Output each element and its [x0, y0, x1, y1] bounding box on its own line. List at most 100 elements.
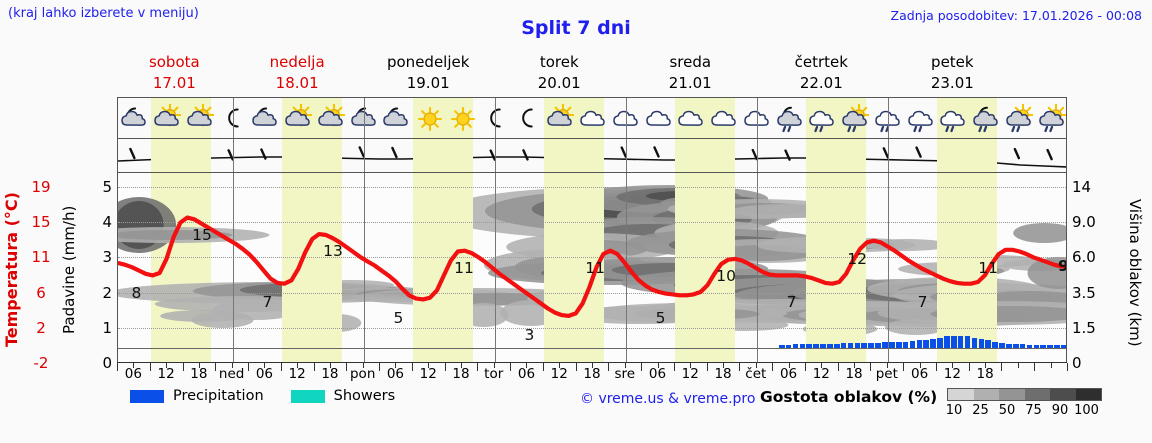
axis-tick-label: 5 — [102, 178, 112, 197]
x-axis-label: 06 — [910, 366, 929, 382]
daylight-band — [543, 139, 604, 172]
day-header-ponedeljek: ponedeljek 19.01 — [363, 52, 494, 94]
gridline — [118, 187, 1066, 189]
precipitation-swatch — [130, 389, 164, 403]
precipitation-bar — [1054, 344, 1060, 349]
precipitation-bar — [854, 342, 861, 349]
day-header-sreda: sreda 21.01 — [625, 52, 756, 94]
showers-legend-label: Showers — [333, 388, 396, 404]
weather-icon-cloud — [579, 104, 607, 133]
x-axis-tick — [117, 363, 118, 371]
weather-icon-cloud — [645, 104, 673, 133]
axis-tick-label: 3 — [102, 248, 112, 267]
weather-icon-sun-cloud — [284, 104, 313, 133]
daylight-band — [281, 139, 342, 172]
weather-icon-cloud — [612, 104, 640, 133]
precipitation-bar — [909, 341, 916, 349]
x-axis-label: čet — [745, 366, 767, 382]
day-name: sobota — [148, 53, 200, 71]
weather-icon-moon-cloud — [350, 104, 378, 133]
x-axis-tick — [379, 363, 381, 371]
temperature-point-label: 7 — [917, 292, 928, 311]
x-axis-tick — [1067, 363, 1068, 371]
x-axis-label: 06 — [779, 366, 798, 382]
weather-icon-sun — [415, 104, 443, 133]
temperature-point-label: 11 — [978, 258, 999, 277]
precipitation-bar — [964, 336, 971, 349]
gridline — [118, 292, 1066, 295]
axis-tick-label: 2 — [102, 283, 112, 302]
day-separator — [494, 139, 496, 172]
x-axis-tick — [411, 363, 413, 371]
x-axis-tick — [952, 363, 954, 368]
gridline — [118, 222, 1066, 224]
temperature-point-label: 9 — [1058, 257, 1066, 276]
day-header-torek: torek 20.01 — [494, 52, 625, 94]
x-axis-tick — [198, 363, 200, 368]
axis-tick-label: 0 — [1072, 354, 1082, 372]
x-axis-tick — [428, 363, 430, 368]
forecast-plot[interactable]: 8 15 7 13 5 11 3 11 5 10 7 12 7 11 9 — [117, 97, 1067, 363]
x-axis-tick — [592, 363, 593, 368]
axis-tick-label: 1 — [102, 318, 112, 337]
x-axis-tick — [329, 363, 331, 368]
daylight-band — [936, 139, 997, 172]
x-axis-tick — [559, 363, 561, 368]
precipitation-bar — [999, 342, 1005, 349]
x-axis-tick — [297, 363, 299, 368]
x-axis-tick — [460, 363, 462, 368]
x-axis-label: sre — [614, 366, 636, 382]
x-axis-tick — [985, 363, 987, 368]
precipitation-bar — [985, 340, 992, 349]
day-name: četrtek — [794, 53, 848, 71]
cloud-density-tick-label: 90 — [1051, 403, 1069, 418]
temperature-point-label: 15 — [192, 225, 212, 244]
x-axis-tick — [804, 363, 806, 371]
x-axis-label: 12 — [550, 366, 568, 382]
precipitation-bar — [957, 335, 964, 349]
x-axis-tick — [821, 363, 823, 368]
cloud-density-tick-label: 75 — [1025, 403, 1042, 418]
precipitation-bar — [868, 342, 874, 349]
x-axis-label: 06 — [255, 366, 273, 382]
precipitation-bar — [778, 344, 785, 349]
x-axis-label: 12 — [812, 366, 830, 382]
weather-icon-moon-cloud-rain — [776, 104, 804, 133]
x-axis-label: 06 — [124, 366, 142, 382]
x-axis-tick — [248, 363, 250, 371]
temperature-point-label: 12 — [847, 250, 868, 269]
x-axis-tick — [166, 363, 168, 368]
day-separator — [756, 139, 758, 172]
day-header-nedelja: nedelja 18.01 — [232, 52, 363, 94]
x-axis-tick — [903, 363, 905, 371]
x-axis-label: tor — [484, 366, 504, 382]
x-axis-tick — [280, 363, 282, 371]
x-axis-label: 18 — [976, 366, 994, 382]
cloud-density-tick-label: 25 — [972, 403, 989, 418]
x-axis-label: 18 — [321, 366, 339, 382]
x-axis-tick — [493, 363, 495, 368]
x-axis-label: 18 — [190, 366, 208, 382]
weather-icon-cloud-rain — [808, 104, 836, 133]
x-axis-tick — [1001, 363, 1003, 371]
x-axis-label: 06 — [648, 366, 667, 382]
weather-icon-moon-cloud — [120, 104, 148, 133]
x-axis-tick — [1017, 363, 1019, 368]
graph-area[interactable]: 8 15 7 13 5 11 3 11 5 10 7 12 7 11 9 — [118, 173, 1066, 363]
x-axis-label: 06 — [386, 366, 405, 382]
day-separator — [887, 98, 889, 138]
precipitation-bar — [875, 342, 881, 349]
precipitation-bar — [895, 341, 902, 349]
precipitation-bar — [1061, 344, 1066, 349]
x-axis-tick — [313, 363, 315, 371]
x-axis-tick — [1034, 363, 1036, 371]
weather-icon-sun-cloud — [153, 104, 182, 133]
copyright-link[interactable]: © vreme.us & vreme.pro — [580, 391, 756, 407]
precipitation-bar — [813, 344, 819, 349]
day-header-četrtek: četrtek 22.01 — [756, 52, 887, 94]
temperature-point-label: 10 — [716, 266, 736, 285]
axis-tick-label: 6 — [36, 283, 46, 302]
location-menu-note[interactable]: (kraj lahko izberete v meniju) — [8, 6, 199, 21]
weather-icon-sun-cloud — [546, 104, 575, 133]
